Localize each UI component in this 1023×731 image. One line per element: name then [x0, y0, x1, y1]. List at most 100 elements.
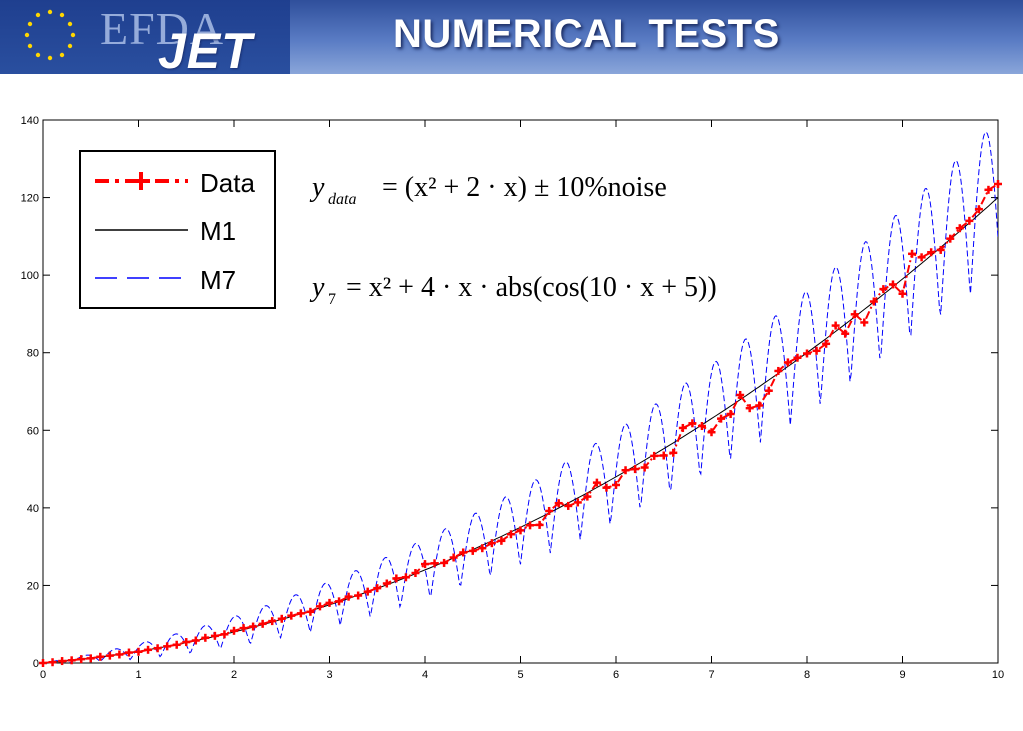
data-point [812, 346, 821, 355]
x-tick-label: 1 [135, 669, 141, 681]
data-point [172, 640, 181, 649]
data-point [401, 573, 410, 582]
y-tick-label: 100 [21, 270, 39, 282]
data-point [220, 630, 229, 639]
x-tick-label: 6 [613, 669, 619, 681]
data-point [449, 553, 458, 562]
data-point [153, 644, 162, 653]
data-point [984, 185, 993, 194]
data-point [335, 597, 344, 606]
data-point [592, 478, 601, 487]
equation-m7-subscript: 7 [328, 291, 336, 308]
x-tick-label: 4 [422, 669, 428, 681]
data-point [822, 339, 831, 348]
equation-data-subscript: data [328, 191, 356, 208]
data-point [67, 656, 76, 665]
data-point [315, 602, 324, 611]
data-point [736, 390, 745, 399]
data-point [287, 611, 296, 620]
equation-data: y data = (x² + 2 · x) ± 10%noise [309, 172, 667, 208]
data-point [105, 651, 114, 660]
efda-jet-logo: EFDA JET [0, 0, 290, 79]
data-point [182, 638, 191, 647]
data-point [134, 647, 143, 656]
eu-stars-icon [24, 9, 76, 61]
data-point [48, 658, 57, 667]
data-point [793, 353, 802, 362]
data-point [659, 451, 668, 460]
data-point [564, 501, 573, 510]
y-tick-label: 120 [21, 193, 39, 205]
title-banner: EFDA JET NUMERICAL TESTS [0, 0, 1023, 79]
efda-logo-text: EFDA [100, 3, 225, 54]
data-point [230, 626, 238, 635]
legend-data-marker [132, 172, 150, 190]
data-point [678, 423, 687, 432]
data-point [258, 619, 267, 628]
data-point [478, 544, 487, 553]
plot-area [39, 131, 1002, 667]
data-point [965, 216, 974, 225]
legend-m1-label: M1 [200, 216, 236, 246]
legend: Data M1 M7 [79, 150, 276, 309]
data-point [688, 419, 697, 428]
data-point [421, 560, 429, 569]
data-point [373, 584, 382, 593]
equation-data-rhs: = (x² + 2 · x) ± 10%noise [382, 172, 667, 203]
x-tick-label: 0 [40, 669, 46, 681]
y-tick-label: 140 [21, 115, 39, 127]
data-point [697, 422, 706, 431]
y-tick-label: 60 [27, 425, 39, 437]
data-point [745, 404, 754, 413]
y-tick-label: 20 [27, 580, 39, 592]
data-point [936, 245, 945, 254]
data-point [831, 321, 840, 330]
data-point [602, 483, 611, 492]
data-point [210, 631, 219, 640]
data-point [946, 234, 955, 243]
data-point [430, 559, 439, 568]
data-point [459, 548, 468, 557]
data-point [306, 607, 315, 616]
data-point [487, 539, 496, 548]
data-point [726, 409, 735, 418]
data-point [717, 414, 726, 423]
equation-data-lhs: y [309, 172, 325, 203]
data-point [631, 465, 640, 474]
x-tick-label: 3 [326, 669, 332, 681]
data-point [994, 179, 1002, 188]
data-point [869, 297, 878, 306]
data-point [535, 520, 544, 529]
data-point [163, 642, 172, 651]
legend-m7-label: M7 [200, 265, 236, 295]
y-tick-label: 40 [27, 503, 39, 515]
data-point [201, 633, 210, 642]
data-point [77, 655, 86, 664]
data-point [277, 614, 286, 623]
equation-m7: y 7 = x² + 4 · x · abs(cos(10 · x + 5)) [309, 272, 717, 308]
data-point [58, 657, 67, 666]
data-point [325, 598, 334, 607]
data-point [506, 530, 515, 539]
equation-m7-lhs: y [309, 272, 325, 303]
data-point [239, 624, 248, 633]
data-point [774, 366, 783, 375]
data-point [888, 280, 897, 289]
data-point [440, 558, 449, 567]
x-tick-label: 10 [992, 669, 1004, 681]
data-point [526, 521, 535, 530]
series-m7-line [43, 131, 998, 663]
data-point [115, 650, 124, 659]
data-point [927, 248, 936, 257]
data-point [612, 480, 620, 489]
data-point [382, 579, 391, 588]
data-point [783, 358, 792, 367]
data-point [583, 492, 592, 501]
data-point [392, 574, 401, 583]
data-point [850, 310, 859, 319]
data-point [650, 451, 659, 460]
x-tick-label: 8 [804, 669, 810, 681]
data-point [411, 569, 420, 578]
